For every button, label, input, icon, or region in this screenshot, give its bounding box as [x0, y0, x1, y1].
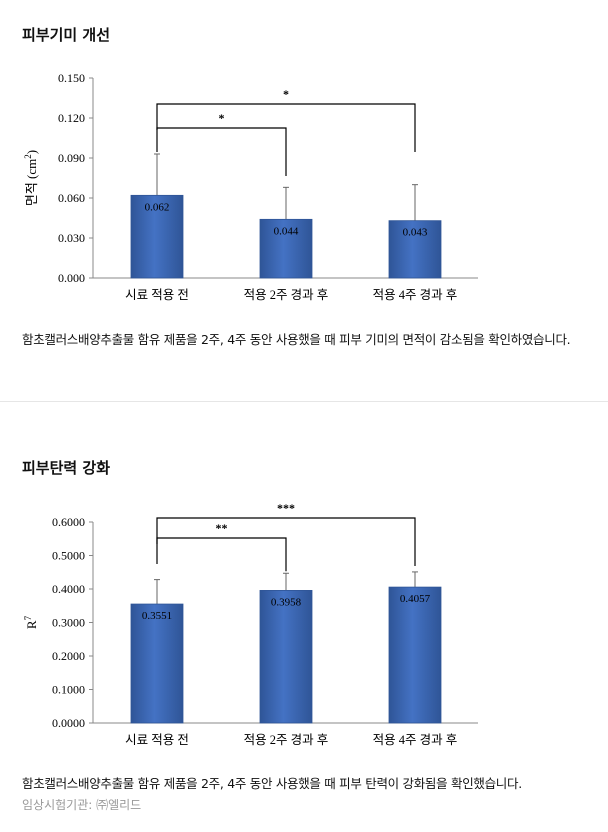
bar	[259, 218, 313, 279]
y-tick-label: 0.000	[58, 271, 85, 285]
y-tick-label: 0.1000	[52, 683, 85, 697]
y-tick-label: 0.4000	[52, 582, 85, 596]
y-tick-label: 0.3000	[52, 616, 85, 630]
significance-bracket	[156, 517, 416, 566]
clinical-credit: 임상시험기관: ㈜엘리드	[22, 798, 142, 812]
section-title-elasticity: 피부탄력 강화	[22, 459, 111, 477]
x-category-label: 적용 2주 경과 후	[244, 733, 329, 747]
y-tick-label: 0.060	[58, 191, 85, 205]
significance-marker: ***	[277, 501, 295, 515]
pigmentation-bar-chart: 0.000 0.030 0.060 0.090 0.120 0.150 면적 (cm2) 0.…	[23, 71, 478, 302]
bar	[130, 194, 184, 279]
section-divider	[0, 401, 608, 402]
significance-bracket	[156, 103, 416, 152]
y-tick-label: 0.030	[58, 231, 85, 245]
caption-elasticity: 함초캘러스배양추출물 함유 제품을 2주, 4주 동안 사용했을 때 피부 탄력…	[22, 776, 522, 791]
y-tick-label: 0.2000	[52, 649, 85, 663]
caption-pigmentation: 함초캘러스배양추출물 함유 제품을 2주, 4주 동안 사용했을 때 피부 기미…	[22, 332, 571, 347]
significance-marker: *	[283, 87, 289, 101]
significance-marker: **	[216, 521, 228, 535]
significance-marker: *	[219, 111, 225, 125]
significance-bracket	[156, 127, 287, 176]
y-tick-label: 0.150	[58, 71, 85, 85]
x-category-label: 적용 4주 경과 후	[373, 288, 458, 302]
y-axis-label: 면적 (cm2)	[23, 150, 39, 206]
elasticity-bar-chart: 0.0000 0.1000 0.2000 0.3000 0.4000 0.5000 0.60…	[23, 501, 478, 747]
y-axis-label: R7	[23, 615, 39, 629]
data-label: 0.4057	[400, 593, 431, 605]
data-label: 0.062	[145, 201, 170, 213]
bar	[388, 586, 442, 724]
y-tick-label: 0.120	[58, 111, 85, 125]
y-tick-label: 0.6000	[52, 515, 85, 529]
y-tick-label: 0.0000	[52, 716, 85, 730]
bar	[130, 603, 184, 724]
x-category-label: 적용 2주 경과 후	[244, 288, 329, 302]
x-category-label: 시료 적용 전	[125, 288, 189, 302]
section-title-pigmentation: 피부기미 개선	[22, 26, 111, 44]
significance-bracket	[156, 537, 287, 572]
bar	[388, 220, 442, 279]
data-label: 0.3551	[142, 610, 172, 622]
x-category-label: 시료 적용 전	[125, 733, 189, 747]
data-label: 0.044	[274, 225, 299, 237]
x-category-label: 적용 4주 경과 후	[373, 733, 458, 747]
bar	[259, 590, 313, 724]
y-tick-label: 0.090	[58, 151, 85, 165]
data-label: 0.3958	[271, 596, 302, 608]
data-label: 0.043	[403, 227, 428, 239]
y-tick-label: 0.5000	[52, 549, 85, 563]
